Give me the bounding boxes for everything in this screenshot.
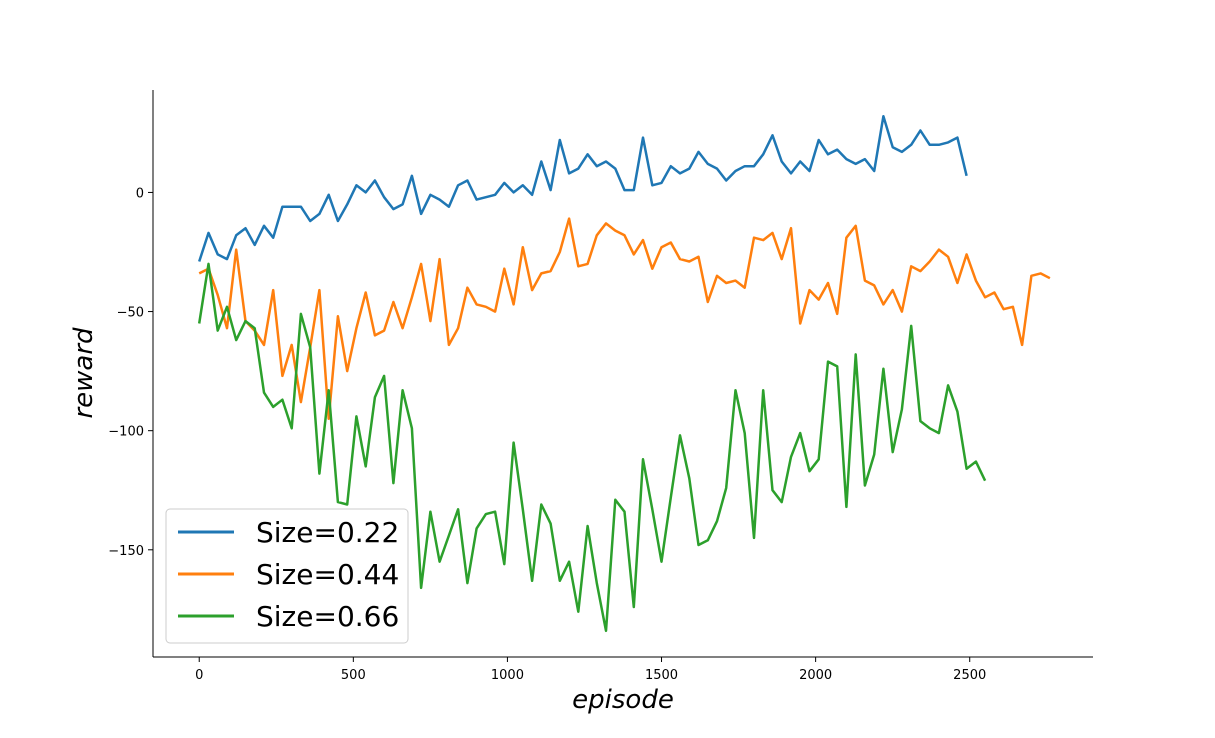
legend-label-1: Size=0.22 bbox=[256, 516, 399, 549]
y-tick-label: 0 bbox=[136, 186, 144, 201]
series-line-1 bbox=[198, 114, 968, 262]
y-axis-title: reward bbox=[69, 327, 99, 419]
legend-label-3: Size=0.66 bbox=[256, 600, 399, 633]
x-tick-label: 0 bbox=[195, 668, 203, 683]
x-tick-label: 500 bbox=[341, 668, 366, 683]
ticks-layer: 0 500 1000 1500 2000 2500 −150 −100 −50 0 bbox=[108, 186, 986, 683]
y-tick-label: −50 bbox=[117, 306, 144, 321]
y-tick-label: −150 bbox=[108, 544, 144, 559]
series-line-3 bbox=[197, 262, 987, 633]
series-layer bbox=[197, 114, 1051, 633]
axes bbox=[152, 90, 1093, 658]
x-tick-label: 2000 bbox=[799, 668, 832, 683]
x-tick-label: 2500 bbox=[953, 668, 986, 683]
series-line-2 bbox=[198, 217, 1051, 421]
legend-label-2: Size=0.44 bbox=[256, 558, 399, 591]
y-tick-label: −100 bbox=[108, 425, 144, 440]
x-tick-label: 1000 bbox=[491, 668, 524, 683]
legend: Size=0.22 Size=0.44 Size=0.66 bbox=[165, 508, 409, 644]
x-axis-title: episode bbox=[572, 685, 674, 715]
legend-box bbox=[165, 508, 409, 644]
x-tick-label: 1500 bbox=[645, 668, 678, 683]
